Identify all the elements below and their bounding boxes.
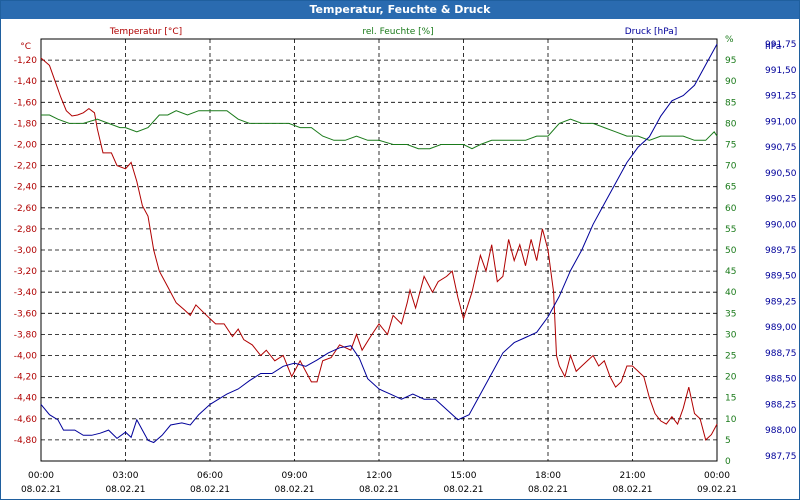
x-tick-time: 00:00 bbox=[28, 471, 54, 481]
left-tick-label: -1,20 bbox=[14, 56, 38, 66]
right-tick-label: 987,75 bbox=[765, 452, 797, 462]
left-tick-label: -4,20 bbox=[14, 373, 38, 383]
right-tick-label: 991,75 bbox=[765, 40, 797, 50]
mid-tick-label: 70 bbox=[725, 162, 737, 172]
right-tick-label: 990,50 bbox=[765, 169, 797, 179]
mid-tick-label: 35 bbox=[725, 309, 736, 319]
left-tick-label: -1,80 bbox=[14, 119, 38, 129]
left-tick-label: -2,40 bbox=[14, 183, 38, 193]
left-tick-label: -2,80 bbox=[14, 225, 38, 235]
left-tick-label: -2,20 bbox=[14, 162, 38, 172]
right-tick-label: 991,00 bbox=[765, 117, 797, 127]
right-tick-label: 988,25 bbox=[765, 400, 797, 410]
mid-tick-label: 30 bbox=[725, 330, 737, 340]
right-tick-label: 988,50 bbox=[765, 375, 797, 385]
x-tick-date: 08.02.21 bbox=[443, 485, 483, 495]
x-tick-time: 12:00 bbox=[366, 471, 392, 481]
x-tick-date: 08.02.21 bbox=[105, 485, 145, 495]
left-tick-label: -1,60 bbox=[14, 98, 38, 108]
right-tick-label: 988,00 bbox=[765, 426, 797, 436]
left-tick-label: -3,20 bbox=[14, 267, 38, 277]
left-tick-label: -4,40 bbox=[14, 394, 38, 404]
mid-tick-label: 85 bbox=[725, 98, 736, 108]
mid-tick-label: 60 bbox=[725, 204, 737, 214]
series-line-humidity bbox=[41, 110, 718, 150]
mid-tick-label: 50 bbox=[725, 246, 737, 256]
series-label-humidity: rel. Feuchte [%] bbox=[362, 27, 433, 37]
right-tick-label: 990,00 bbox=[765, 220, 797, 230]
mid-tick-label: 5 bbox=[725, 436, 731, 446]
x-tick-time: 03:00 bbox=[113, 471, 139, 481]
right-tick-label: 991,25 bbox=[765, 92, 797, 102]
mid-tick-label: 65 bbox=[725, 183, 736, 193]
left-tick-label: -3,80 bbox=[14, 330, 38, 340]
mid-tick-label: 25 bbox=[725, 352, 736, 362]
mid-tick-label: 55 bbox=[725, 225, 736, 235]
x-tick-date: 08.02.21 bbox=[528, 485, 568, 495]
mid-tick-label: 45 bbox=[725, 267, 736, 277]
x-tick-date: 08.02.21 bbox=[190, 485, 230, 495]
right-tick-label: 989,25 bbox=[765, 297, 797, 307]
left-tick-label: -3,40 bbox=[14, 288, 38, 298]
mid-tick-label: 10 bbox=[725, 415, 737, 425]
right-tick-label: 989,50 bbox=[765, 272, 797, 282]
right-tick-label: 989,00 bbox=[765, 323, 797, 333]
x-tick-time: 21:00 bbox=[620, 471, 646, 481]
left-tick-label: -4,60 bbox=[14, 415, 38, 425]
mid-tick-label: 80 bbox=[725, 119, 737, 129]
x-tick-date: 09.02.21 bbox=[697, 485, 737, 495]
left-tick-label: -2,60 bbox=[14, 204, 38, 214]
x-tick-date: 08.02.21 bbox=[359, 485, 399, 495]
series-label-pressure: Druck [hPa] bbox=[625, 27, 678, 37]
x-tick-time: 06:00 bbox=[197, 471, 223, 481]
series-line-temperature bbox=[40, 57, 718, 441]
mid-tick-label: 90 bbox=[725, 77, 737, 87]
series-label-temperature: Temperatur [°C] bbox=[109, 27, 182, 37]
x-tick-time: 18:00 bbox=[535, 471, 561, 481]
left-tick-label: -2,00 bbox=[14, 141, 38, 151]
left-tick-label: -4,00 bbox=[14, 352, 38, 362]
x-tick-time: 00:00 bbox=[704, 471, 730, 481]
right-tick-label: 991,50 bbox=[765, 66, 797, 76]
x-tick-date: 08.02.21 bbox=[612, 485, 652, 495]
right-axis-unit: hPa bbox=[765, 42, 781, 52]
left-tick-label: -3,00 bbox=[14, 246, 38, 256]
x-tick-time: 09:00 bbox=[282, 471, 308, 481]
x-tick-date: 08.02.21 bbox=[274, 485, 314, 495]
mid-tick-label: % bbox=[725, 35, 734, 45]
series-line-pressure bbox=[40, 43, 718, 444]
mid-tick-label: 40 bbox=[725, 288, 737, 298]
mid-tick-label: 15 bbox=[725, 394, 736, 404]
mid-tick-label: 75 bbox=[725, 141, 736, 151]
mid-tick-label: 95 bbox=[725, 56, 736, 66]
x-tick-time: 15:00 bbox=[451, 471, 477, 481]
right-tick-label: 990,75 bbox=[765, 143, 797, 153]
left-tick-label: -4,80 bbox=[14, 436, 38, 446]
left-axis-unit: °C bbox=[20, 42, 31, 52]
x-tick-date: 08.02.21 bbox=[21, 485, 61, 495]
right-tick-label: 989,75 bbox=[765, 246, 797, 256]
right-tick-label: 990,25 bbox=[765, 195, 797, 205]
left-tick-label: -1,40 bbox=[14, 77, 38, 87]
left-tick-label: -3,60 bbox=[14, 309, 38, 319]
mid-tick-label: 20 bbox=[725, 373, 737, 383]
right-tick-label: 988,75 bbox=[765, 349, 797, 359]
chart-title: Temperatur, Feuchte & Druck bbox=[1, 1, 799, 19]
mid-tick-label: 0 bbox=[725, 457, 731, 467]
